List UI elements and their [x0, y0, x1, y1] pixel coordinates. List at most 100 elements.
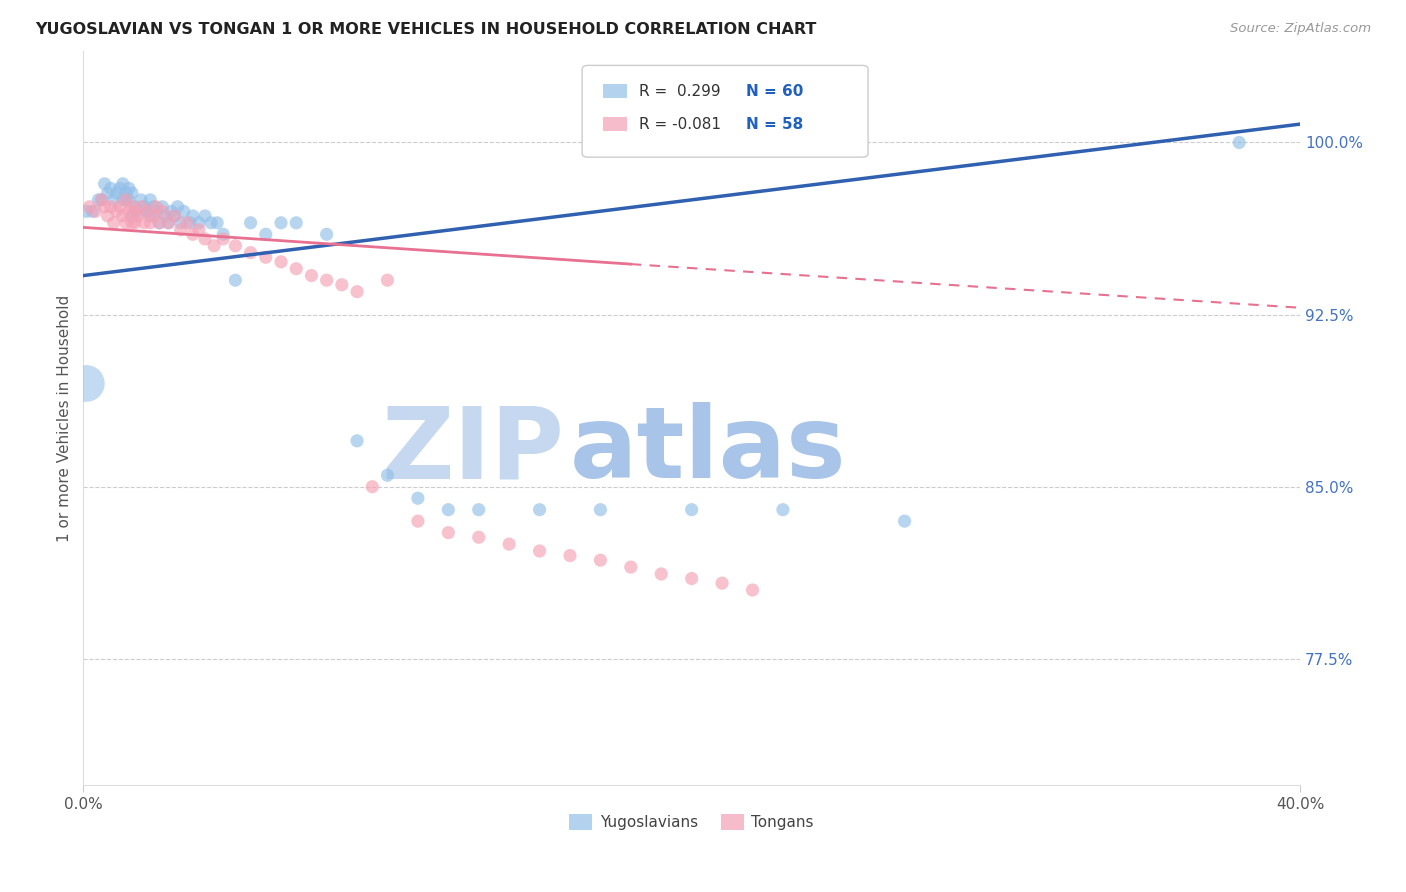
Point: [589, 502, 612, 516]
Point: [160, 204, 183, 219]
Point: [224, 273, 246, 287]
Point: [115, 193, 138, 207]
Point: [145, 200, 167, 214]
Text: N = 58: N = 58: [747, 117, 804, 132]
Point: [142, 200, 165, 214]
Point: [181, 209, 204, 223]
Point: [200, 216, 222, 230]
Point: [105, 204, 128, 219]
Point: [437, 502, 460, 516]
Point: [187, 216, 209, 230]
Point: [148, 216, 170, 230]
Point: [681, 572, 703, 586]
Point: [136, 204, 159, 219]
Point: [1227, 136, 1250, 150]
Point: [97, 186, 120, 200]
Point: [187, 223, 209, 237]
Text: Source: ZipAtlas.com: Source: ZipAtlas.com: [1230, 22, 1371, 36]
Point: [79, 200, 101, 214]
Point: [467, 530, 489, 544]
Point: [176, 216, 198, 230]
Point: [108, 200, 131, 214]
Point: [93, 200, 115, 214]
Point: [121, 216, 143, 230]
Point: [163, 209, 186, 223]
Point: [111, 209, 134, 223]
Text: R = -0.081: R = -0.081: [640, 117, 721, 132]
Y-axis label: 1 or more Vehicles in Household: 1 or more Vehicles in Household: [58, 294, 72, 541]
Point: [254, 250, 277, 264]
Point: [467, 502, 489, 516]
Point: [361, 480, 384, 494]
Point: [97, 209, 120, 223]
Point: [315, 227, 337, 242]
Point: [169, 223, 191, 237]
Point: [90, 193, 112, 207]
Point: [650, 566, 672, 581]
Point: [239, 245, 262, 260]
Point: [299, 268, 322, 283]
Point: [157, 216, 180, 230]
Point: [558, 549, 581, 563]
Point: [620, 560, 643, 574]
Point: [589, 553, 612, 567]
Point: [681, 502, 703, 516]
Point: [346, 285, 368, 299]
Point: [150, 200, 173, 214]
Text: atlas: atlas: [569, 402, 846, 500]
Point: [124, 216, 146, 230]
Point: [377, 468, 399, 483]
Point: [212, 227, 235, 242]
Point: [124, 200, 146, 214]
Point: [129, 200, 152, 214]
Point: [163, 209, 186, 223]
Point: [406, 491, 429, 506]
Point: [529, 544, 551, 558]
Point: [103, 193, 125, 207]
Point: [711, 576, 734, 591]
Point: [224, 239, 246, 253]
Point: [118, 204, 141, 219]
Point: [121, 209, 143, 223]
Point: [150, 204, 173, 219]
Point: [346, 434, 368, 448]
Point: [115, 186, 138, 200]
Point: [82, 204, 104, 219]
Point: [84, 204, 107, 219]
Point: [194, 232, 217, 246]
Point: [121, 186, 143, 200]
Point: [93, 177, 115, 191]
Point: [129, 193, 152, 207]
Point: [115, 193, 138, 207]
Point: [315, 273, 337, 287]
Point: [100, 181, 122, 195]
Point: [87, 193, 110, 207]
Point: [212, 232, 235, 246]
Point: [330, 277, 353, 292]
Point: [145, 204, 167, 219]
Point: [166, 200, 188, 214]
Point: [148, 216, 170, 230]
Point: [90, 193, 112, 207]
Point: [139, 216, 162, 230]
Point: [377, 273, 399, 287]
Point: [529, 502, 551, 516]
Point: [155, 209, 177, 223]
Point: [893, 514, 915, 528]
Legend: Yugoslavians, Tongans: Yugoslavians, Tongans: [564, 808, 820, 836]
Point: [121, 200, 143, 214]
Point: [118, 181, 141, 195]
Point: [127, 209, 149, 223]
Point: [100, 200, 122, 214]
FancyBboxPatch shape: [582, 65, 868, 157]
Point: [437, 525, 460, 540]
Point: [498, 537, 520, 551]
Point: [111, 177, 134, 191]
Point: [270, 255, 292, 269]
Text: YUGOSLAVIAN VS TONGAN 1 OR MORE VEHICLES IN HOUSEHOLD CORRELATION CHART: YUGOSLAVIAN VS TONGAN 1 OR MORE VEHICLES…: [35, 22, 817, 37]
Point: [285, 216, 308, 230]
Point: [142, 209, 165, 223]
Point: [181, 227, 204, 242]
Point: [75, 204, 97, 219]
Point: [406, 514, 429, 528]
